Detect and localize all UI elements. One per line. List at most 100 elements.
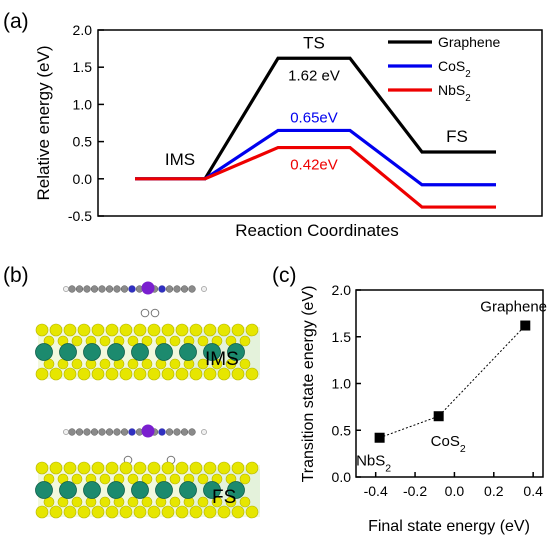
sulfur-atom (71, 473, 83, 485)
sulfur-atom (35, 367, 49, 381)
metal-atom (227, 343, 245, 361)
sulfur-atom (141, 496, 153, 508)
chart-a-y-tick-label: 2.0 (73, 22, 93, 38)
hydrogen-atom (140, 308, 150, 318)
sulfur-atom (197, 496, 209, 508)
sulfur-atom (119, 323, 133, 337)
fs-structure-label: FS (212, 487, 236, 508)
sulfur-atom (203, 367, 217, 381)
chart-c-y-tick-label: 2.0 (332, 282, 352, 298)
sulfur-atom (239, 496, 251, 508)
metal-atom (59, 343, 77, 361)
metal-atom (107, 343, 125, 361)
nitrogen-atom (158, 285, 166, 293)
sulfur-atom (49, 461, 63, 475)
stage-label-ims: IMS (165, 150, 195, 169)
chart-c-connector (379, 325, 526, 439)
carbon-atom (165, 285, 174, 293)
metal-atom (179, 343, 197, 361)
metal-atom (107, 481, 125, 499)
stage-label-ts: TS (303, 33, 325, 52)
point-label: CoS2 (431, 433, 466, 455)
sulfur-atom (99, 496, 111, 508)
chart-a-x-axis-title: Reaction Coordinates (235, 221, 398, 240)
ims-structure (35, 281, 260, 381)
sulfur-atom (217, 367, 231, 381)
sulfur-atom (175, 323, 189, 337)
metal-atom (141, 424, 155, 438)
chart-c-x-axis-title: Final state energy (eV) (368, 518, 530, 535)
sulfur-atom (91, 323, 105, 337)
sulfur-atom (77, 367, 91, 381)
sulfur-atom (63, 505, 77, 519)
sulfur-atom (127, 335, 139, 347)
nitrogen-atom (158, 428, 166, 436)
chart-a-y-tick-label: 0.0 (73, 171, 93, 187)
scatter-point (433, 411, 444, 422)
point-label: NbS2 (356, 453, 391, 475)
sulfur-atom (161, 461, 175, 475)
carbon-atom (120, 428, 129, 436)
sulfur-atom (147, 367, 161, 381)
chart-c-x-tick-label: -0.4 (364, 483, 388, 499)
structure-images: IMS FS (35, 281, 260, 519)
scatter-point (520, 320, 531, 331)
sulfur-atom (217, 461, 231, 475)
sulfur-atom (189, 505, 203, 519)
carbon-atom (188, 428, 196, 436)
sulfur-atom (99, 473, 111, 485)
sulfur-atom (77, 461, 91, 475)
sulfur-atom (141, 473, 153, 485)
sulfur-atom (161, 367, 175, 381)
chart-c-y-axis-title: Transition state energy (eV) (300, 286, 317, 483)
sulfur-atom (203, 323, 217, 337)
carbon-atom (173, 285, 181, 293)
sulfur-atom (169, 358, 181, 370)
panel-label-c: (c) (272, 264, 297, 287)
carbon-atom (165, 428, 174, 436)
sulfur-atom (133, 505, 147, 519)
scatter-point (374, 432, 385, 443)
sulfur-atom (91, 367, 105, 381)
sulfur-atom (231, 505, 245, 519)
carbon-atom (180, 285, 189, 293)
fs-structure (35, 424, 260, 519)
sulfur-atom (169, 496, 181, 508)
legend-label: NbS2 (438, 82, 471, 104)
point-label: Graphene (480, 299, 547, 316)
sulfur-atom (189, 367, 203, 381)
sulfur-atom (119, 505, 133, 519)
carbon-atom (105, 285, 114, 293)
sulfur-atom (231, 367, 245, 381)
chart-c-y-tick-label: 1.5 (332, 329, 352, 345)
sulfur-atom (119, 461, 133, 475)
metal-atom (155, 481, 173, 499)
sulfur-atom (189, 323, 203, 337)
sulfur-atom (99, 335, 111, 347)
series-line-3 (135, 145, 496, 209)
sulfur-atom (105, 505, 119, 519)
carbon-atom (98, 428, 106, 436)
metal-atom (83, 481, 101, 499)
sulfur-atom (197, 358, 209, 370)
carbon-atom (188, 285, 196, 293)
sulfur-atom (141, 358, 153, 370)
sulfur-atom (119, 367, 133, 381)
carbon-atom (113, 285, 121, 293)
sulfur-atom (63, 461, 77, 475)
metal-atom (179, 481, 197, 499)
sulfur-atom (35, 461, 49, 475)
carbon-atom (83, 285, 91, 293)
sulfur-atom (203, 461, 217, 475)
sulfur-atom (175, 505, 189, 519)
hydrogen-atom (150, 308, 160, 318)
metal-atom (155, 343, 173, 361)
sulfur-atom (91, 461, 105, 475)
sulfur-atom (49, 505, 63, 519)
chart-a-series (135, 56, 496, 209)
sulfur-atom (127, 358, 139, 370)
chart-a-frame (97, 29, 543, 217)
chart-c-x-tick-label: 0.4 (523, 483, 543, 499)
metal-atom (131, 481, 149, 499)
